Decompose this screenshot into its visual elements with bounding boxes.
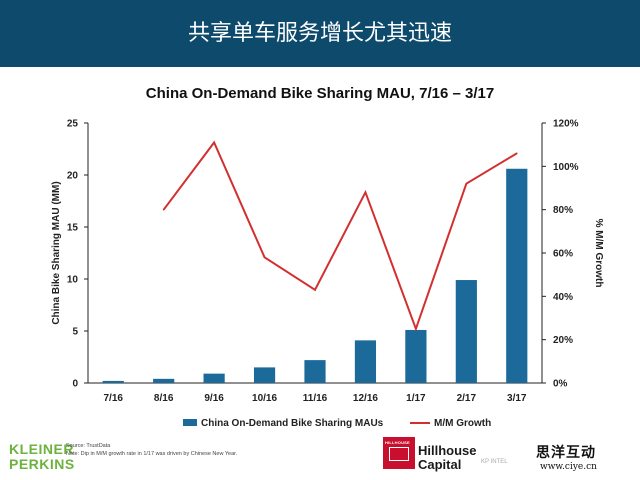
header-bar: 共享单车服务增长尤其迅速: [0, 0, 640, 67]
bar: [102, 380, 124, 383]
x-tick-label: 3/17: [507, 393, 527, 404]
y-tick-label: 20: [67, 171, 79, 182]
y2-tick-label: 80%: [553, 205, 573, 216]
chart-title: China On-Demand Bike Sharing MAU, 7/16 –…: [146, 85, 494, 102]
source-note: Source: TrustData: [66, 443, 111, 449]
growth-point: [415, 328, 417, 330]
bar: [506, 168, 528, 383]
growth-point: [364, 191, 367, 194]
growth-point: [314, 289, 316, 291]
kleiner-perkins-logo-line2: PERKINS: [9, 456, 75, 472]
x-tick-label: 11/16: [303, 393, 328, 404]
y-tick-label: 5: [72, 327, 78, 338]
bar: [203, 373, 225, 383]
legend-bar-label: China On-Demand Bike Sharing MAUs: [201, 418, 384, 429]
hillhouse-logo-small-text: HILLHOUSE: [385, 440, 410, 445]
watermark-cn: 思洋互动: [536, 445, 596, 461]
hillhouse-name-line2: Capital: [418, 457, 462, 472]
legend-line-label: M/M Growth: [434, 418, 491, 429]
growth-point: [263, 256, 266, 259]
bar: [354, 340, 377, 383]
y-axis-title: China Bike Sharing MAU (MM): [51, 181, 62, 324]
y2-tick-label: 40%: [553, 292, 573, 303]
watermark-url: www.ciye.cn: [540, 462, 597, 472]
bar: [153, 378, 175, 383]
y2-tick-label: 120%: [553, 119, 579, 130]
x-tick-label: 2/17: [457, 393, 477, 404]
y2-tick-label: 20%: [553, 335, 573, 346]
legend-bar-swatch: [183, 419, 197, 426]
footnote: Note: Dip in M/M growth rate in 1/17 was…: [66, 451, 238, 457]
x-tick-label: 9/16: [204, 393, 224, 404]
hillhouse-logo-mark: [383, 437, 415, 469]
y2-tick-label: 0%: [553, 379, 568, 390]
y-tick-label: 25: [67, 119, 79, 130]
growth-line: [162, 140, 518, 332]
x-tick-label: 7/16: [103, 393, 123, 404]
y-tick-label: 10: [67, 275, 79, 286]
y2-tick-label: 100%: [553, 162, 579, 173]
bar: [405, 329, 427, 383]
growth-point: [465, 182, 468, 185]
y-tick-label: 0: [72, 379, 78, 390]
hillhouse-logo-frame: [389, 447, 409, 461]
page-title: 共享单车服务增长尤其迅速: [187, 21, 452, 46]
kleiner-perkins-logo-line1: KLEINER: [9, 441, 74, 457]
bar: [253, 367, 276, 383]
bar: [455, 280, 477, 383]
x-tick-label: 12/16: [353, 393, 378, 404]
y2-axis-title: % M/M Growth: [593, 219, 604, 288]
growth-point: [162, 208, 165, 211]
x-tick-label: 1/17: [406, 393, 426, 404]
hillhouse-name-line1: Hillhouse: [418, 443, 477, 458]
y-tick-label: 15: [67, 223, 79, 234]
chart: China On-Demand Bike Sharing MAU, 7/16 –…: [51, 85, 604, 429]
kp-intel-label: KP INTEL: [481, 459, 508, 465]
bar: [304, 360, 326, 383]
growth-point: [515, 152, 518, 155]
x-tick-label: 10/16: [252, 393, 277, 404]
growth-point: [213, 141, 215, 144]
x-tick-label: 8/16: [154, 393, 174, 404]
y2-tick-label: 60%: [553, 249, 573, 260]
